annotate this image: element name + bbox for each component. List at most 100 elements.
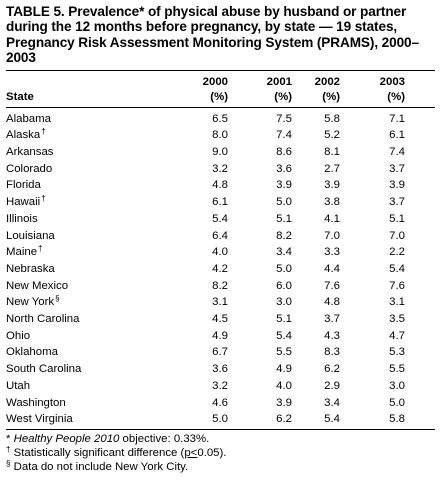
value-cell-2000: 4.8	[212, 179, 228, 192]
value-cell-2001: 5.1	[276, 313, 292, 326]
unit-header-2003: (%)	[387, 90, 405, 103]
table-row: Nebraska 4.2 5.0 4.4 5.4	[6, 261, 435, 278]
table-header: 2000 2001 2002 2003 State (%) (%) (%) (%…	[6, 71, 435, 108]
state-cell: New York§	[6, 294, 190, 311]
state-name: Colorado	[6, 162, 53, 175]
value-cell-2002: 7.0	[324, 229, 340, 242]
table-row: Washington 4.6 3.9 3.4 5.0	[6, 395, 435, 412]
year-header-2001: 2001	[266, 75, 292, 88]
table-row: Alabama 6.5 7.5 5.8 7.1	[6, 107, 435, 127]
state-name: Ohio	[6, 329, 31, 342]
state-name: Oklahoma	[6, 346, 58, 359]
unit-header-2000: (%)	[210, 90, 228, 103]
value-cell-2000: 3.6	[212, 363, 228, 376]
state-cell: Nebraska	[6, 261, 190, 278]
value-cell-2002: 3.8	[324, 196, 340, 209]
value-cell-2000: 4.5	[212, 313, 228, 326]
value-cell-2001: 3.9	[276, 396, 292, 409]
value-cell-2002: 3.3	[324, 246, 340, 259]
state-name: New Mexico	[6, 279, 69, 292]
value-cell-2000: 4.2	[212, 262, 228, 275]
state-cell: Oklahoma	[6, 344, 190, 361]
footnote-underlined-text: p<	[184, 447, 198, 460]
table-row: West Virginia 5.0 6.2 5.4 5.8	[6, 411, 435, 428]
state-cell: Washington	[6, 395, 190, 412]
value-cell-2003: 7.6	[389, 279, 405, 292]
table-body: Alabama 6.5 7.5 5.8 7.1 Alaska† 8.0 7.4 5.2 6.1 Ar…	[6, 107, 435, 428]
table-row: Hawaii† 6.1 5.0 3.8 3.7	[6, 194, 435, 211]
state-name: Arkansas	[6, 146, 54, 159]
value-cell-2001: 3.0	[276, 296, 292, 309]
value-cell-2002: 5.4	[324, 413, 340, 426]
value-cell-2000: 8.2	[212, 279, 228, 292]
value-cell-2000: 6.4	[212, 229, 228, 242]
state-cell: North Carolina	[6, 311, 190, 328]
value-cell-2000: 9.0	[212, 146, 228, 159]
state-name: Alaska	[6, 129, 41, 142]
value-cell-2003: 3.1	[389, 296, 405, 309]
value-cell-2001: 3.6	[276, 162, 292, 175]
table-row: Louisiana 6.4 8.2 7.0 7.0	[6, 228, 435, 245]
value-cell-2001: 6.2	[276, 413, 292, 426]
value-cell-2002: 8.1	[324, 146, 340, 159]
value-cell-2000: 3.1	[212, 296, 228, 309]
state-name: New York	[6, 296, 55, 309]
footnote-text: Data do not include New York City.	[10, 461, 189, 474]
value-cell-2002: 4.4	[324, 262, 340, 275]
value-cell-2003: 5.8	[389, 413, 405, 426]
state-column-header: State	[6, 90, 34, 103]
state-name: Hawaii	[6, 196, 41, 209]
table-row: New York§ 3.1 3.0 4.8 3.1	[6, 294, 435, 311]
state-name: Illinois	[6, 212, 38, 225]
value-cell-2001: 7.5	[276, 112, 292, 125]
value-cell-2003: 3.7	[389, 162, 405, 175]
footnote-reference: §	[55, 294, 60, 304]
value-cell-2001: 5.4	[276, 329, 292, 342]
value-cell-2003: 5.0	[389, 396, 405, 409]
footnote-italic-text: Healthy People 2010	[13, 432, 120, 445]
value-cell-2003: 7.4	[389, 146, 405, 159]
state-cell: Alaska†	[6, 127, 190, 144]
table-row: South Carolina 3.6 4.9 6.2 5.5	[6, 361, 435, 378]
value-cell-2002: 3.7	[324, 313, 340, 326]
state-cell: Ohio	[6, 328, 190, 345]
footnote-reference: †	[38, 244, 43, 254]
value-cell-2002: 4.1	[324, 212, 340, 225]
state-name: West Virginia	[6, 413, 73, 426]
state-cell: Alabama	[6, 107, 190, 127]
footnote-text: Statistically significant difference (	[10, 447, 185, 460]
value-cell-2000: 6.1	[212, 196, 228, 209]
value-cell-2003: 5.3	[389, 346, 405, 359]
value-cell-2003: 3.0	[389, 379, 405, 392]
value-cell-2000: 4.0	[212, 246, 228, 259]
state-name: Alabama	[6, 112, 51, 125]
state-cell: Colorado	[6, 161, 190, 178]
state-cell: New Mexico	[6, 278, 190, 295]
footnote-asterisk: * Healthy People 2010 objective: 0.33%.	[6, 432, 435, 446]
state-name: South Carolina	[6, 363, 82, 376]
value-cell-2000: 5.0	[212, 413, 228, 426]
bottom-rule	[6, 428, 435, 430]
state-name: Maine	[6, 246, 38, 259]
value-cell-2000: 3.2	[212, 162, 228, 175]
value-cell-2003: 2.2	[389, 246, 405, 259]
state-cell: Arkansas	[6, 144, 190, 161]
value-cell-2001: 4.0	[276, 379, 292, 392]
value-cell-2001: 7.4	[276, 129, 292, 142]
table-row: Oklahoma 6.7 5.5 8.3 5.3	[6, 344, 435, 361]
state-cell: Louisiana	[6, 228, 190, 245]
footnote-mark: †	[6, 445, 11, 455]
value-cell-2002: 7.6	[324, 279, 340, 292]
table-row: Florida 4.8 3.9 3.9 3.9	[6, 177, 435, 194]
value-cell-2003: 4.7	[389, 329, 405, 342]
value-cell-2003: 3.9	[389, 179, 405, 192]
state-name: North Carolina	[6, 313, 80, 326]
year-header-2002: 2002	[314, 75, 340, 88]
year-header-2003: 2003	[379, 75, 405, 88]
value-cell-2002: 8.3	[324, 346, 340, 359]
table-row: Ohio 4.9 5.4 4.3 4.7	[6, 328, 435, 345]
footnote-reference: †	[41, 127, 46, 137]
value-cell-2001: 8.2	[276, 229, 292, 242]
value-cell-2001: 3.4	[276, 246, 292, 259]
value-cell-2003: 5.5	[389, 363, 405, 376]
